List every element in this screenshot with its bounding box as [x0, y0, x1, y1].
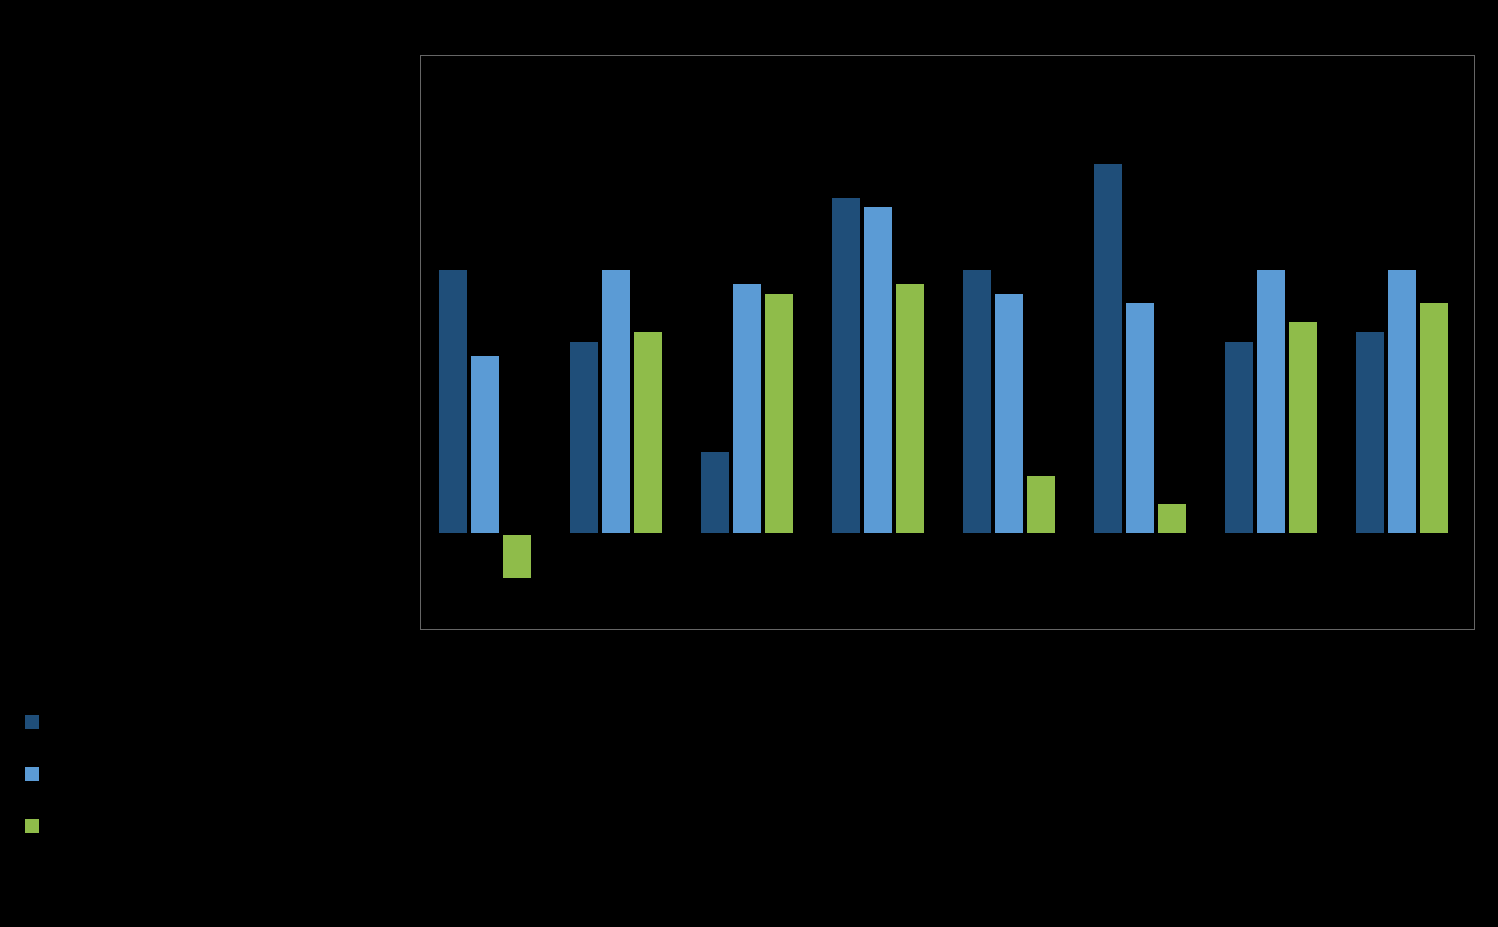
bar-series-a-c1: [439, 270, 467, 534]
bar-series-a-c2: [570, 342, 598, 534]
bar-series-a-c6: [1094, 164, 1122, 533]
bar-series-b-c4: [864, 207, 892, 533]
bar-series-b-c8: [1388, 270, 1416, 534]
bar-series-a-c8: [1356, 332, 1384, 533]
bar-series-c-c7: [1289, 322, 1317, 533]
plot-area: [421, 56, 1474, 629]
legend-swatch-c-icon: [25, 819, 39, 833]
bar-series-c-c8: [1420, 303, 1448, 533]
bar-series-b-c2: [602, 270, 630, 534]
legend-item-b: [25, 767, 49, 781]
bar-series-c-c1: [503, 535, 531, 578]
bar-series-c-c4: [896, 284, 924, 533]
legend-item-c: [25, 819, 49, 833]
legend-item-a: [25, 715, 49, 729]
bar-series-c-c5: [1027, 476, 1055, 534]
bar-chart: [420, 55, 1475, 630]
bar-series-c-c6: [1158, 504, 1186, 533]
bar-series-b-c7: [1257, 270, 1285, 534]
bar-series-c-c3: [765, 294, 793, 534]
bar-series-b-c1: [471, 356, 499, 533]
bar-series-a-c7: [1225, 342, 1253, 534]
bar-series-c-c2: [634, 332, 662, 533]
legend-swatch-b-icon: [25, 767, 39, 781]
bar-series-b-c3: [733, 284, 761, 533]
bar-series-b-c6: [1126, 303, 1154, 533]
bar-series-a-c3: [701, 452, 729, 533]
bar-series-a-c5: [963, 270, 991, 534]
bar-series-a-c4: [832, 198, 860, 533]
legend-swatch-a-icon: [25, 715, 39, 729]
bar-series-b-c5: [995, 294, 1023, 534]
legend: [25, 715, 49, 833]
